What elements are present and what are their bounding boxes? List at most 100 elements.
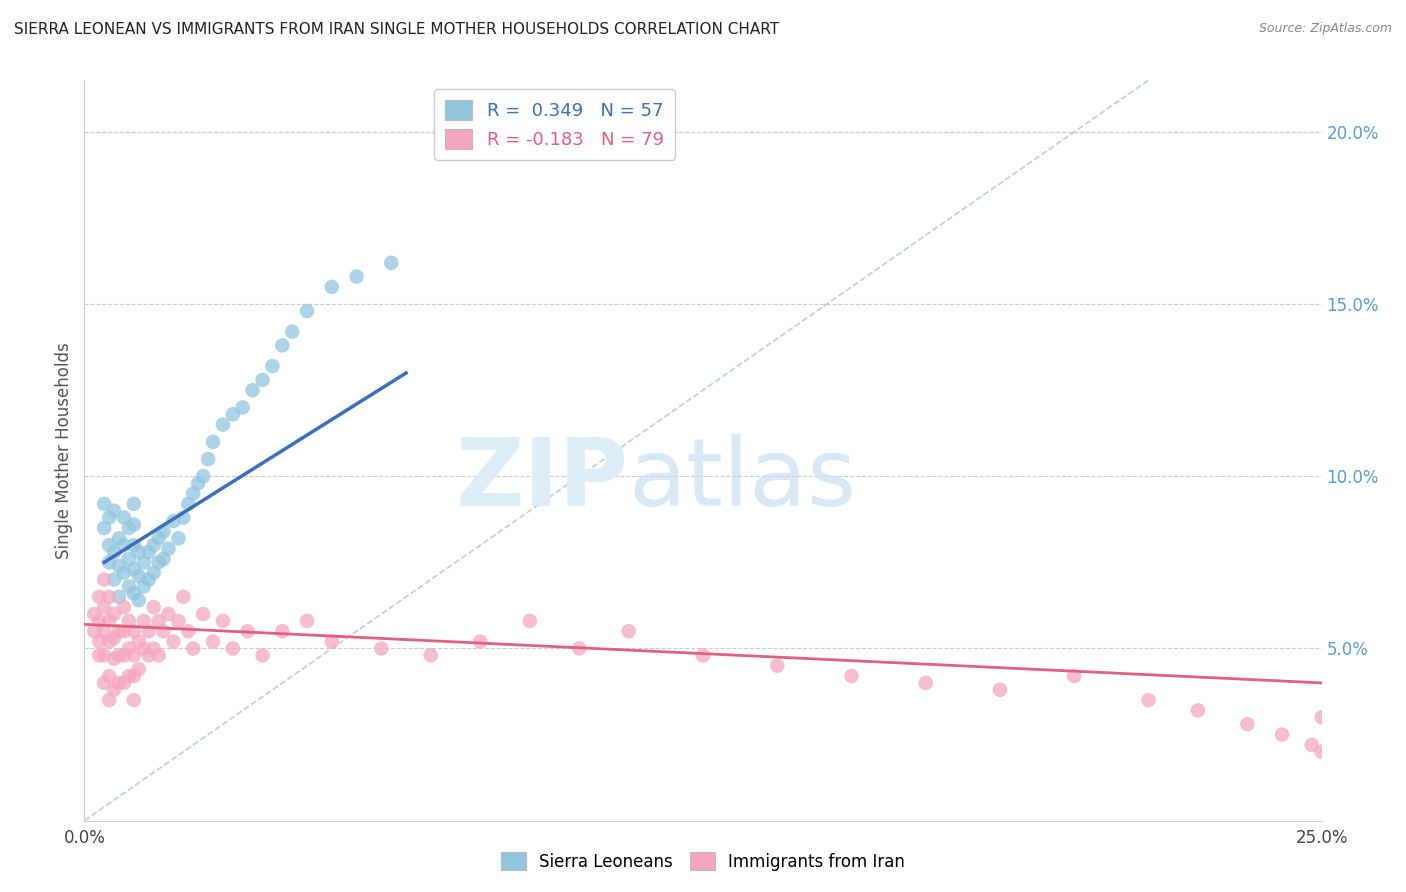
Point (191, 469, 214, 483)
Point (187, 476, 209, 491)
Point (83, 607, 105, 621)
Point (152, 524, 174, 539)
Point (128, 662, 150, 676)
Point (122, 586, 145, 600)
Point (89, 634, 111, 648)
Point (295, 614, 318, 628)
Point (321, 280, 343, 294)
Point (152, 552, 174, 566)
Point (222, 641, 245, 656)
Point (112, 566, 135, 580)
Point (236, 624, 259, 639)
Point (1063, 669, 1085, 683)
Point (112, 648, 135, 663)
Point (98, 669, 121, 683)
Point (212, 614, 235, 628)
Point (98, 510, 121, 524)
Point (128, 545, 150, 559)
Point (93, 573, 115, 587)
Point (132, 614, 155, 628)
Point (108, 676, 131, 690)
Point (202, 434, 225, 449)
Point (197, 452, 219, 467)
Point (122, 624, 145, 639)
Point (118, 614, 141, 628)
Legend: R =  0.349   N = 57, R = -0.183   N = 79: R = 0.349 N = 57, R = -0.183 N = 79 (434, 89, 675, 160)
Point (181, 641, 204, 656)
Point (766, 658, 789, 673)
Point (181, 486, 204, 500)
Point (112, 538, 135, 552)
Point (914, 676, 936, 690)
Point (142, 538, 165, 552)
Point (122, 497, 145, 511)
Point (108, 648, 131, 663)
Point (142, 566, 165, 580)
Point (262, 359, 284, 373)
Point (295, 304, 318, 318)
Point (108, 531, 131, 545)
Point (148, 555, 170, 569)
Point (148, 648, 170, 663)
Point (103, 573, 125, 587)
Point (122, 538, 145, 552)
Point (988, 682, 1011, 697)
Point (122, 693, 145, 707)
Point (118, 669, 141, 683)
Point (98, 614, 121, 628)
Point (380, 256, 402, 270)
Point (103, 504, 125, 518)
Point (1187, 703, 1209, 717)
Point (167, 614, 190, 628)
Point (152, 624, 174, 639)
Text: SIERRA LEONEAN VS IMMIGRANTS FROM IRAN SINGLE MOTHER HOUSEHOLDS CORRELATION CHAR: SIERRA LEONEAN VS IMMIGRANTS FROM IRAN S… (14, 22, 779, 37)
Point (93, 521, 115, 535)
Point (271, 624, 294, 639)
Point (89, 614, 111, 628)
Point (162, 634, 184, 648)
Point (138, 545, 160, 559)
Point (128, 634, 150, 648)
Point (172, 590, 194, 604)
Point (132, 641, 155, 656)
Point (122, 648, 145, 663)
Point (157, 541, 180, 556)
Point (89, 648, 111, 663)
Point (103, 631, 125, 645)
Point (112, 676, 135, 690)
Text: atlas: atlas (628, 434, 858, 526)
Point (177, 497, 200, 511)
Point (148, 614, 170, 628)
Point (89, 590, 111, 604)
Point (108, 590, 131, 604)
Point (202, 634, 225, 648)
Point (118, 641, 141, 656)
Point (93, 648, 115, 663)
Point (321, 634, 343, 648)
Point (1301, 738, 1323, 752)
Point (142, 641, 165, 656)
Point (617, 624, 640, 639)
Point (138, 648, 160, 663)
Point (1271, 727, 1294, 741)
Point (118, 521, 141, 535)
Point (252, 373, 274, 387)
Point (93, 600, 115, 615)
Point (167, 531, 190, 545)
Point (103, 652, 125, 666)
Text: ZIP: ZIP (456, 434, 628, 526)
Point (222, 407, 245, 421)
Point (212, 417, 235, 432)
Point (118, 579, 141, 593)
Point (103, 545, 125, 559)
Point (122, 517, 145, 532)
Point (132, 555, 155, 569)
Point (112, 600, 135, 615)
Point (122, 562, 145, 576)
Point (177, 624, 200, 639)
Point (108, 558, 131, 573)
Point (98, 538, 121, 552)
Point (98, 590, 121, 604)
Point (692, 648, 714, 663)
Point (1310, 745, 1333, 759)
